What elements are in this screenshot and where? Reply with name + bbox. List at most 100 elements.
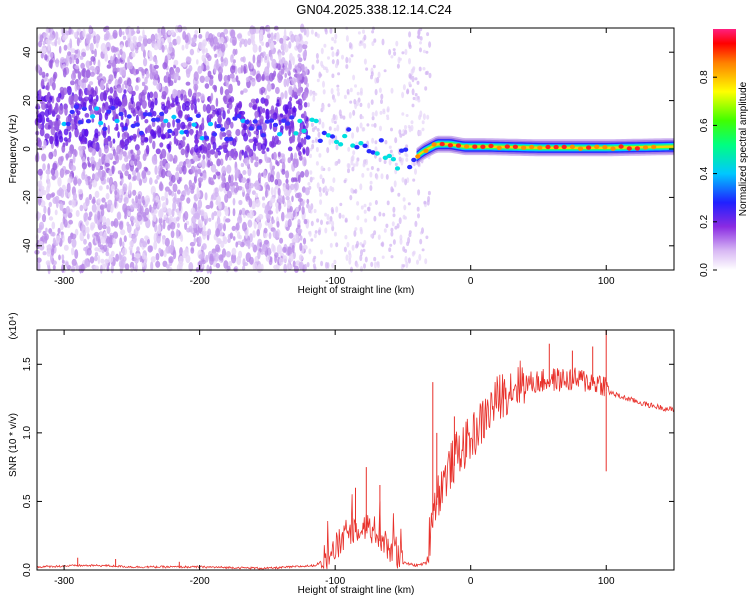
spectrogram-noise-cell [316,78,320,83]
spectrogram-noise-cell [324,261,328,269]
spectrogram-noise-cell [194,169,198,179]
spectrogram-noise-cell [64,169,70,175]
spectrogram-noise-cell [47,42,51,52]
spectrogram-noise-cell [421,127,425,132]
spectrogram-noise-cell [48,201,52,208]
spectrogram-noise-cell [324,227,328,234]
spectrogram-noise-cell [343,179,347,184]
spectrogram-noise-cell [326,213,330,221]
spectrogram-noise-cell [421,120,425,125]
spectrogram-noise-cell [374,200,378,205]
spectrogram-noise-cell [391,221,395,227]
spectrogram-noise-cell [299,127,304,135]
spectrogram-noise-cell [106,177,110,183]
spectrogram-noise-cell [335,63,338,69]
spectrogram-ridge-peak [159,111,165,117]
spectrogram-ridge-peak [634,146,641,151]
spectrogram-noise-cell [127,85,132,92]
spectrogram-noise-cell [416,206,420,212]
spectrogram-noise-cell [154,97,158,106]
spectrogram-noise-cell [45,72,49,77]
spectrogram-noise-cell [38,49,43,54]
spectrogram-noise-cell [303,102,308,108]
spectrogram-noise-cell [392,206,396,213]
spectrogram-noise-cell [69,56,73,65]
spectrogram-noise-cell [257,142,263,151]
spectrogram-ridge-peak [386,153,392,159]
spectrogram-noise-cell [43,233,49,241]
spectrogram-noise-cell [173,75,177,81]
spectrogram-noise-cell [180,92,184,101]
spectrogram-noise-cell [210,163,217,173]
spectrogram-ridge-peak [151,117,157,123]
spectrogram-noise-cell [144,119,149,124]
spectrogram-noise-cell [363,209,367,214]
spectrogram-noise-cell [201,172,207,181]
spectrogram-noise-cell [63,128,69,136]
spectrogram-noise-cell [285,196,290,201]
spectrogram-noise-cell [149,91,154,99]
spectrogram-noise-cell [295,100,301,105]
spectrogram-noise-cell [70,72,77,81]
spectrogram-noise-cell [97,210,101,221]
spectrogram-noise-cell [206,104,211,114]
spectrogram-noise-cell [80,62,85,69]
spectrogram-noise-cell [318,186,322,193]
spectrogram-noise-cell [352,74,356,81]
spectrogram-noise-cell [254,156,259,162]
spectrogram-noise-cell [161,168,166,179]
spectrogram-noise-cell [369,171,373,178]
spectrogram-noise-cell [273,186,277,197]
spectrogram-noise-cell [177,25,182,33]
spectrogram-noise-cell [234,105,238,114]
spectrogram-ridge-peak [122,126,128,131]
spectrogram-noise-cell [54,120,60,128]
spectrogram-noise-cell [328,138,332,146]
snr-xlabel: Height of straight line (km) [298,585,415,596]
spectrogram-ridge-peak [537,145,543,150]
spectrogram-noise-cell [264,55,268,61]
spectrogram-noise-cell [361,116,365,119]
spectrogram-noise-cell [134,85,139,91]
spectrogram-noise-cell [60,57,65,63]
spectrogram-noise-cell [197,199,203,209]
spectrogram-noise-cell [233,148,237,153]
spectrogram-noise-cell [164,190,168,200]
spectrogram-noise-cell [49,95,53,101]
spectrogram-noise-cell [129,215,135,221]
spectrogram-ytick-label: 40 [22,46,33,58]
spectrogram-ridge-peak [90,114,96,119]
spectrogram-ridge-peak [329,134,336,139]
spectrogram-noise-cell [208,33,214,43]
spectrogram-noise-cell [212,141,217,151]
spectrogram-noise-cell [266,26,270,32]
spectrogram-noise-cell [289,96,293,102]
spectrogram-noise-cell [137,127,141,138]
spectrogram-noise-cell [74,83,78,92]
spectrogram-noise-cell [167,224,171,231]
spectrogram-noise-cell [196,186,200,195]
spectrogram-noise-cell [129,261,135,270]
spectrogram-noise-cell [226,164,232,174]
snr-ytick-label: 0.5 [22,494,33,508]
spectrogram-noise-cell [276,63,281,71]
spectrogram-noise-cell [70,48,76,54]
spectrogram-noise-cell [110,45,116,53]
spectrogram-noise-cell [419,238,423,245]
spectrogram-noise-cell [289,206,293,213]
spectrogram-noise-cell [249,25,255,35]
spectrogram-ridge-peak [309,117,315,123]
spectrogram-ridge-peak [602,145,608,150]
spectrogram-noise-cell [262,107,266,114]
spectrogram-noise-cell [46,244,52,249]
spectrogram-noise-cell [395,40,399,47]
spectrogram-noise-cell [305,146,310,157]
spectrogram-noise-cell [404,125,407,130]
spectrogram-noise-cell [103,137,109,145]
spectrogram-noise-cell [314,126,318,130]
spectrogram-noise-cell [338,109,342,117]
spectrogram-noise-cell [251,78,256,87]
spectrogram-noise-cell [281,155,286,164]
spectrogram-noise-cell [99,204,105,210]
spectrogram-noise-cell [417,189,421,196]
